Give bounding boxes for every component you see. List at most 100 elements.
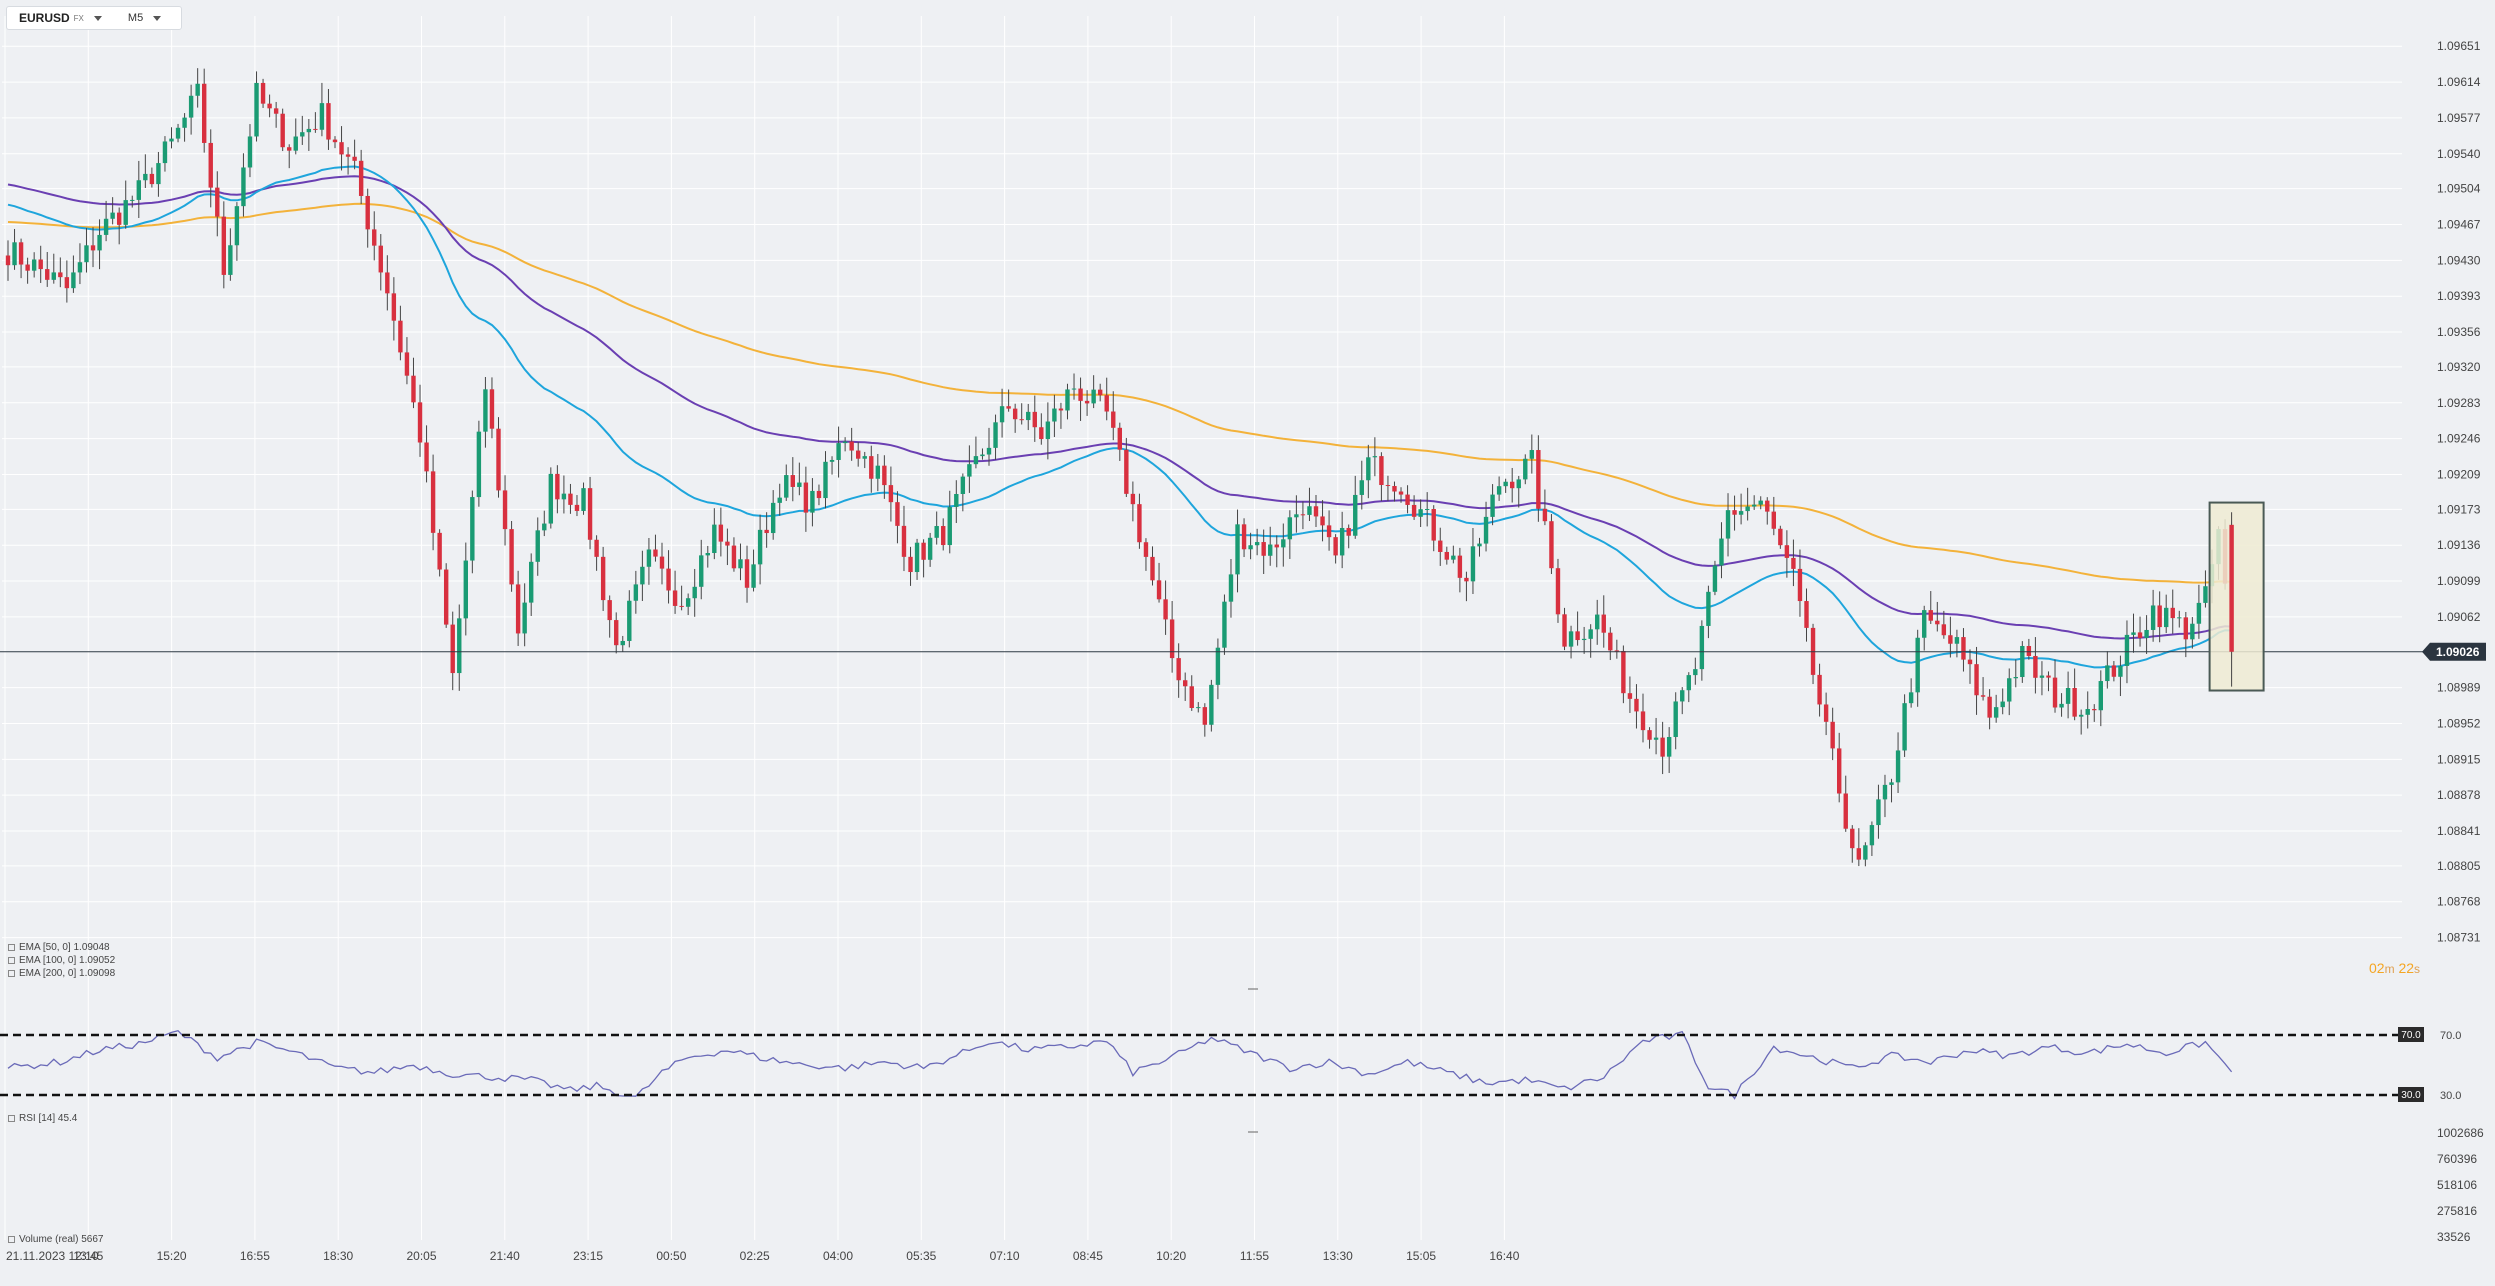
candle-body-up <box>1268 544 1273 556</box>
candle-body-up <box>1745 506 1750 512</box>
candle <box>254 71 259 142</box>
legend-item-ema100[interactable]: EMA [100, 0] 1.09052 <box>8 954 115 967</box>
timeframe-selector[interactable]: M5 <box>127 12 144 24</box>
candle <box>1765 497 1770 525</box>
candle-body-down <box>1830 721 1835 749</box>
candle <box>202 68 207 153</box>
candle-body-up <box>770 502 776 534</box>
candle <box>555 465 560 514</box>
candle-body-down <box>1333 537 1338 556</box>
candle-body-up <box>1719 538 1724 566</box>
candle-body-down <box>1542 508 1548 522</box>
indicator-settings-icon[interactable] <box>8 944 15 951</box>
chart-overlays <box>0 501 2430 1133</box>
volume-tick-label: 760396 <box>2437 1152 2477 1166</box>
price-tick-label: 1.09651 <box>2437 39 2481 53</box>
timeframe-dropdown-icon[interactable] <box>153 15 162 21</box>
indicator-settings-icon[interactable] <box>8 970 15 977</box>
time-tick-label: 13:45 <box>73 1249 103 1263</box>
candle <box>908 546 913 586</box>
candle <box>1797 549 1803 617</box>
candle-body-up <box>470 497 475 561</box>
candle <box>1261 529 1266 575</box>
candle-body-up <box>1902 703 1907 751</box>
legend-item-ema50[interactable]: EMA [50, 0] 1.09048 <box>8 941 115 954</box>
legend-item-ema200[interactable]: EMA [200, 0] 1.09098 <box>8 967 115 980</box>
candle-body-up <box>234 206 240 246</box>
candle <box>2059 693 2064 717</box>
candle-body-up <box>2190 623 2195 640</box>
candle-body-down <box>725 541 730 546</box>
candle <box>424 425 429 483</box>
candle-body-down <box>1601 614 1606 633</box>
candle-body-up <box>1418 509 1423 517</box>
candle <box>143 154 148 188</box>
candle-body-up <box>1568 631 1574 647</box>
candle-body-down <box>1797 568 1803 602</box>
candle-body-down <box>1621 650 1626 694</box>
candle <box>1398 487 1404 503</box>
candle <box>856 442 861 467</box>
candle <box>699 539 704 600</box>
indicator-settings-icon[interactable] <box>8 1236 15 1243</box>
candle-body-up <box>103 218 109 235</box>
candle <box>1712 560 1718 596</box>
candle <box>1523 454 1528 485</box>
candle <box>2000 688 2005 715</box>
symbol-name[interactable]: EURUSD <box>19 11 70 25</box>
candle-body-down <box>1987 696 1992 718</box>
candle <box>744 545 750 603</box>
candle-body-down <box>1928 610 1933 621</box>
candle <box>1091 375 1096 409</box>
candle-body-down <box>790 475 795 487</box>
price-tick-label: 1.09173 <box>2437 502 2481 516</box>
candle-body-down <box>1817 674 1822 705</box>
ema100-label: EMA [100, 0] 1.09052 <box>19 955 116 966</box>
candle-body-up <box>1248 545 1253 550</box>
candle-body-up <box>823 461 828 499</box>
candle <box>1124 437 1129 497</box>
symbol-dropdown-icon[interactable] <box>93 15 102 21</box>
candle-body-down <box>1202 707 1208 725</box>
candle-body-down <box>882 465 887 486</box>
candle <box>1948 616 1953 658</box>
candle-body-up <box>1863 845 1868 860</box>
candle-body-down <box>1189 686 1194 708</box>
candle <box>332 136 338 149</box>
legend-item-volume[interactable]: Volume (real) 5667 <box>8 1233 104 1246</box>
candle <box>1045 402 1051 460</box>
time-tick-label: 21.11.2023 12:10 <box>6 1249 99 1263</box>
candle <box>738 543 743 581</box>
candle-body-up <box>1993 707 1999 718</box>
time-tick-label: 00:50 <box>656 1249 686 1263</box>
candle-body-down <box>372 229 377 246</box>
price-tick-label: 1.09246 <box>2437 432 2481 446</box>
indicator-settings-icon[interactable] <box>8 1115 15 1122</box>
candle <box>1588 624 1593 658</box>
candle-body-down <box>1974 664 1979 696</box>
indicator-settings-icon[interactable] <box>8 957 15 964</box>
candle <box>627 590 632 648</box>
symbol-type: FX <box>73 13 84 23</box>
price-tick-label: 1.09577 <box>2437 111 2481 125</box>
candle-body-up <box>300 132 305 137</box>
time-tick-label: 11:55 <box>1240 1249 1269 1263</box>
candle <box>1346 524 1351 549</box>
candle <box>594 535 599 571</box>
candle-body-down <box>404 352 410 376</box>
candle-body-up <box>457 618 462 674</box>
candle <box>764 512 769 548</box>
candle-body-down <box>1398 491 1404 495</box>
candle <box>1130 481 1136 522</box>
legend-item-rsi[interactable]: RSI [14] 45.4 <box>8 1112 77 1125</box>
candle-body-down <box>1647 730 1652 740</box>
candle <box>587 476 593 550</box>
candle-body-up <box>143 173 148 181</box>
candle <box>1843 775 1848 832</box>
candle <box>1954 629 1960 658</box>
rsi-level-label: 70.0 <box>2440 1030 2461 1042</box>
candle <box>188 84 194 135</box>
candle <box>84 228 89 273</box>
candle <box>2137 616 2143 647</box>
